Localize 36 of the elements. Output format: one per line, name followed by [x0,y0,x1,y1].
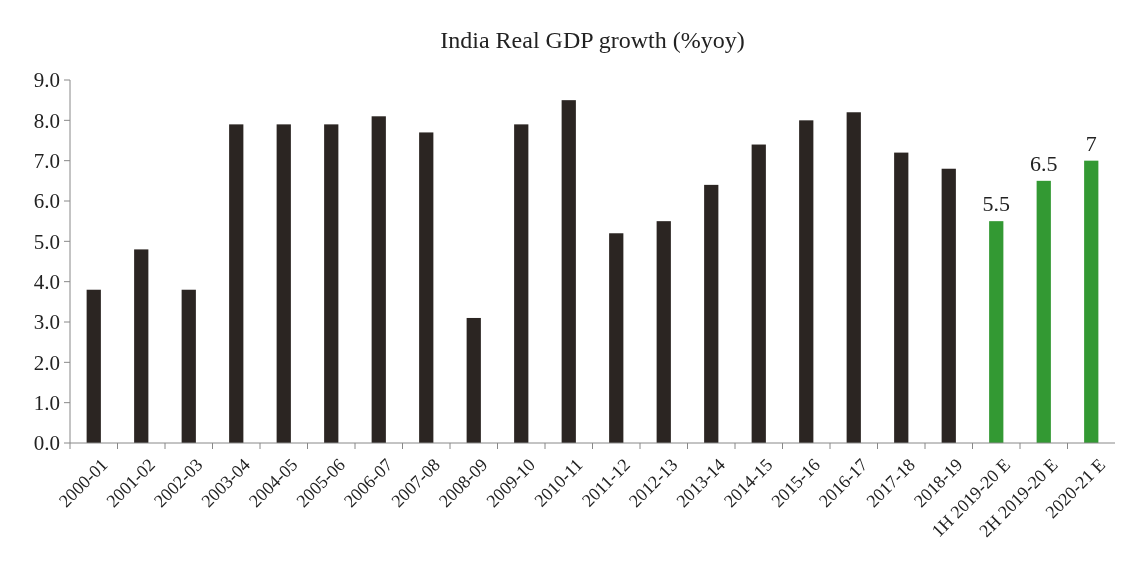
bar [229,124,244,443]
bar [1036,180,1051,443]
y-tick-label: 5.0 [33,229,60,254]
chart-title: India Real GDP growth (%yoy) [440,27,745,53]
bar [941,168,956,443]
bar [561,100,576,443]
y-tick-label: 6.0 [33,189,60,214]
data-label: 6.5 [1030,150,1058,176]
bar [609,233,624,443]
bar [846,112,861,443]
bar [704,184,719,443]
y-tick-label: 3.0 [33,310,60,335]
bar [751,144,766,443]
y-tick-label: 1.0 [33,391,60,416]
bar [514,124,529,443]
data-label: 5.5 [982,191,1010,217]
bar [989,221,1004,443]
bar [86,289,101,443]
bar [134,249,149,443]
bar [371,116,386,443]
bar [656,221,671,443]
data-label: 7 [1085,130,1097,156]
bar [1084,160,1099,443]
bar [799,120,814,443]
bar [894,152,909,443]
y-tick-label: 9.0 [33,68,60,93]
y-tick-label: 4.0 [33,270,60,295]
y-tick-label: 2.0 [33,350,60,375]
bar [419,132,434,443]
y-tick-label: 0.0 [33,431,60,456]
bar [181,289,196,443]
bar [324,124,339,443]
bar [276,124,291,443]
y-tick-label: 8.0 [33,108,60,133]
bar [466,317,481,443]
y-tick-label: 7.0 [33,149,60,174]
